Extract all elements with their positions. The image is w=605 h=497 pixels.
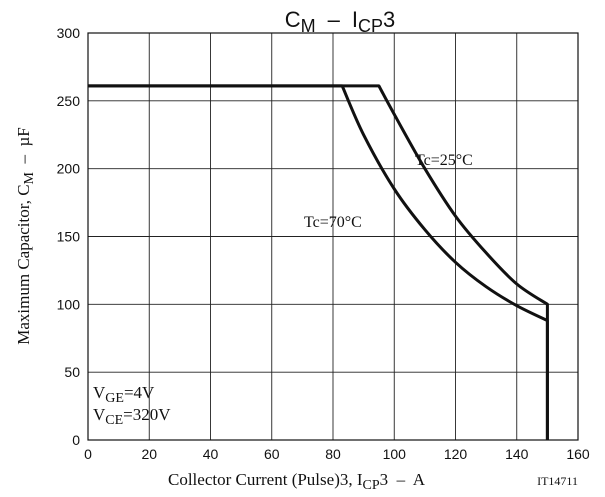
y-axis-label-sub: M	[22, 171, 37, 184]
series-line-tc70	[88, 84, 549, 440]
x-tick-label: 140	[505, 446, 529, 462]
title-dash: –	[328, 7, 341, 32]
y-axis-label-suffix: – µF	[14, 127, 33, 172]
annotation-vge-prefix: V	[93, 383, 106, 402]
x-axis-label-prefix: Collector Current (Pulse)3, I	[168, 470, 363, 489]
annotation-vge: VGE=4V	[93, 383, 155, 406]
title-var-sub: CP	[358, 16, 383, 36]
y-tick-label: 100	[57, 296, 81, 312]
x-axis-label: Collector Current (Pulse)3, ICP3 – A	[168, 470, 426, 493]
annotation-vce-sub: CE	[105, 413, 123, 428]
chart-title: CM – ICP3	[285, 7, 396, 36]
annotation-vce-suffix: =320V	[123, 405, 171, 424]
y-tick-label: 250	[57, 93, 81, 109]
y-tick-label: 50	[64, 364, 80, 380]
series-label-tc25: Tc=25°C	[415, 152, 473, 169]
series-line-tc25	[88, 84, 549, 440]
title-main: C	[285, 7, 301, 32]
x-tick-label: 80	[325, 446, 341, 462]
annotation-vce-prefix: V	[93, 405, 106, 424]
x-axis-label-sub: CP	[363, 478, 380, 493]
grid	[88, 33, 578, 440]
x-tick-label: 160	[566, 446, 590, 462]
x-tick-label: 20	[141, 446, 157, 462]
annotation-vge-sub: GE	[105, 391, 124, 406]
series	[88, 84, 549, 440]
x-tick-label: 40	[203, 446, 219, 462]
x-tick-label: 60	[264, 446, 280, 462]
annotation-vce: VCE=320V	[93, 405, 171, 428]
y-axis-label-prefix: Maximum Capacitor, C	[14, 184, 33, 344]
y-tick-label: 150	[57, 229, 81, 245]
title-var: I	[352, 7, 358, 32]
y-tick-labels: 0 50 100 150 200 250 300	[57, 25, 81, 448]
x-tick-label: 100	[383, 446, 407, 462]
x-axis-label-suffix: 3 – A	[380, 470, 426, 489]
series-label-tc70: Tc=70°C	[304, 214, 362, 231]
y-tick-label: 0	[72, 432, 80, 448]
x-tick-label: 0	[84, 446, 92, 462]
figure-code: IT14711	[537, 474, 578, 488]
x-tick-label: 120	[444, 446, 468, 462]
title-main-sub: M	[301, 16, 316, 36]
plot-frame	[87, 32, 579, 441]
y-axis-label: Maximum Capacitor, CM – µF	[14, 127, 37, 345]
annotation-vge-suffix: =4V	[124, 383, 155, 402]
x-tick-labels: 0 20 40 60 80 100 120 140 160	[84, 446, 590, 462]
title-var-suffix: 3	[383, 7, 395, 32]
y-tick-label: 200	[57, 161, 81, 177]
y-tick-label: 300	[57, 25, 81, 41]
